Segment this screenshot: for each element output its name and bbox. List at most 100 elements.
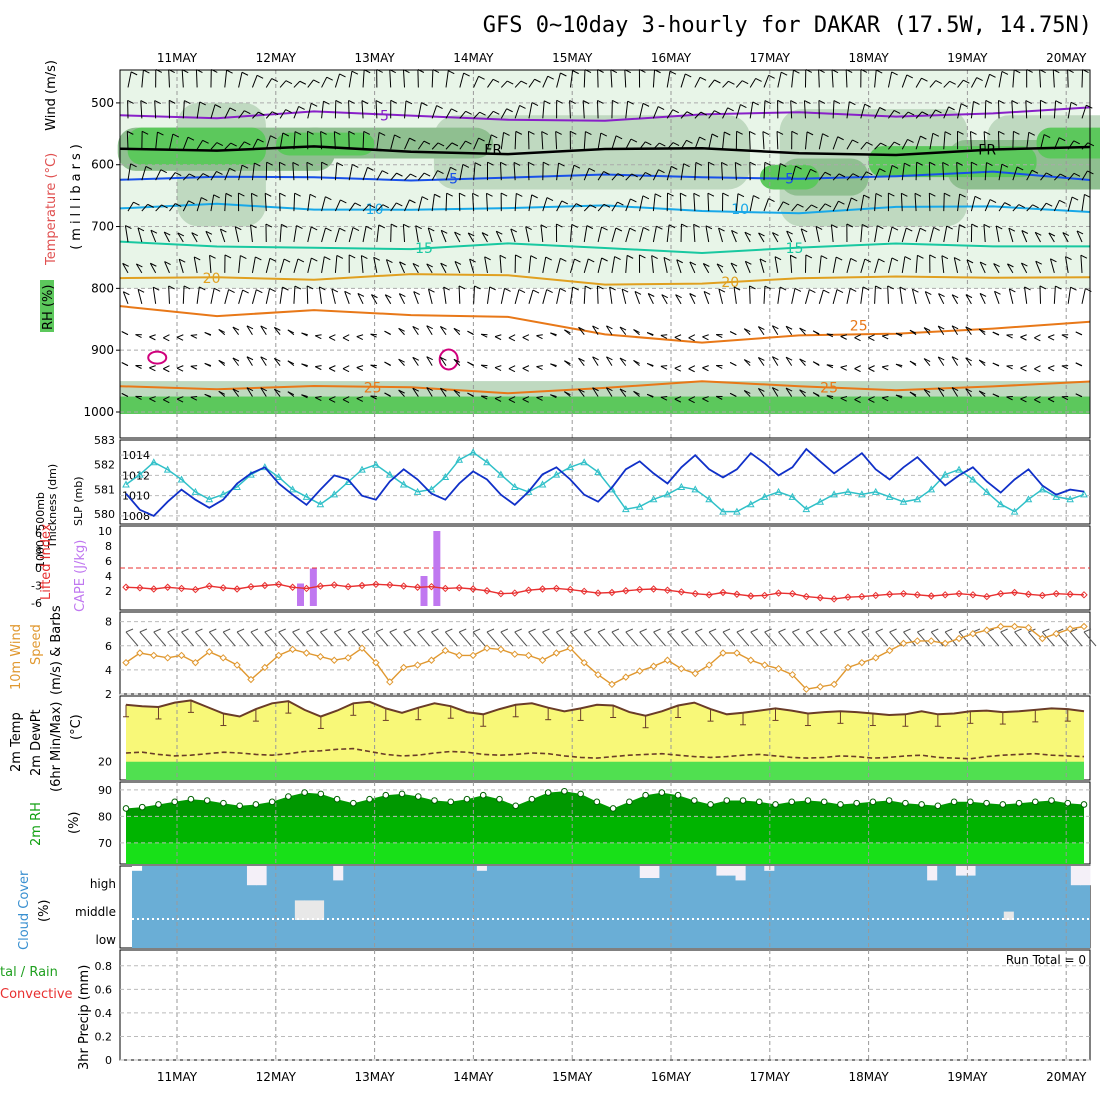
wind-barb	[321, 256, 325, 273]
wind-barb-flag	[695, 161, 703, 166]
wind-barb	[674, 365, 682, 369]
wind-barb	[915, 255, 918, 273]
wind-barb-flag	[176, 367, 184, 372]
wind10-barb	[750, 631, 764, 647]
wind-barb-flag	[256, 74, 264, 79]
wind-barb-flag	[1075, 331, 1082, 336]
rh2m-point	[642, 791, 649, 799]
wind-barb-flag	[597, 100, 604, 104]
wind-barb-flag	[542, 161, 550, 166]
wind-barb-flag	[209, 254, 216, 259]
wind-barb	[178, 259, 184, 274]
wind-barb-flag	[531, 194, 538, 199]
wind10-barb	[778, 631, 791, 647]
wind-barb	[570, 203, 577, 212]
wind-barb	[661, 294, 668, 305]
contour-label: FR	[484, 142, 502, 158]
wind-barb	[790, 100, 793, 119]
wind10-barb	[417, 631, 430, 647]
wind-barb	[514, 131, 517, 150]
wind-barb-flag	[352, 227, 360, 231]
wind-barb-flag	[1047, 398, 1055, 403]
rh2m-point	[1015, 799, 1023, 807]
wind-barb	[874, 70, 877, 88]
wind-barb-flag	[702, 367, 709, 372]
wind-barb	[606, 325, 613, 335]
wind-barb-flag	[426, 356, 433, 361]
rh2m-point	[658, 789, 666, 796]
wind-barb	[224, 168, 230, 181]
wind10-barb-flag	[639, 628, 647, 633]
wind-barb	[785, 387, 793, 397]
wind-barb	[983, 224, 986, 243]
wind-barb	[1026, 132, 1030, 150]
wind-barb	[830, 224, 834, 243]
wind-barb	[525, 226, 530, 243]
cloud-high-bar	[256, 866, 267, 886]
rh2m-point	[268, 798, 276, 806]
wind-barb-flag	[1059, 199, 1066, 204]
wind10-point	[177, 651, 186, 660]
cape-tick-label: 10	[98, 525, 112, 538]
rh2m-point	[707, 801, 714, 808]
wind-barb-flag	[826, 364, 834, 369]
wind-barb	[874, 107, 881, 119]
wind-barb	[666, 166, 672, 181]
wind-barb-flag	[301, 332, 308, 337]
wind-barb-flag	[550, 332, 557, 337]
total-rain-label: tal / Rain	[0, 965, 58, 980]
wind-barb-flag	[164, 231, 171, 236]
rh2m-point	[967, 798, 974, 806]
wind-barb	[168, 285, 170, 304]
wind-barb-flag	[274, 326, 281, 331]
wind-barb	[315, 396, 322, 399]
wind-barb-flag	[1021, 262, 1028, 267]
wind-barb	[126, 131, 129, 150]
wind-barb	[777, 201, 784, 212]
wind10-point	[1080, 622, 1088, 631]
wind-barb-flag	[899, 286, 907, 291]
thickness-unit-label: Thickness (dm)	[46, 464, 59, 549]
wind10-point	[136, 649, 144, 657]
wind-barb-flag	[818, 99, 826, 104]
wind-barb	[431, 194, 435, 212]
rh2m-point	[220, 799, 227, 807]
wind-barb	[735, 193, 739, 212]
wind-barb-flag	[877, 225, 884, 230]
wind-barb	[469, 258, 475, 274]
wind-barb	[693, 224, 696, 243]
wind-barb	[621, 288, 627, 304]
wind-barb-flag	[815, 226, 823, 230]
wind-barb	[1067, 196, 1073, 212]
wind-barb-flag	[901, 192, 908, 197]
rh-contour-loop	[438, 348, 459, 371]
wind-barb	[716, 263, 723, 274]
wind-barb	[937, 356, 945, 366]
wind-barb-flag	[423, 172, 431, 177]
wind-barb-flag	[555, 131, 562, 135]
wind-barb-flag	[520, 80, 528, 85]
wind10-barb-flag	[306, 628, 314, 633]
wind-barb-flag	[645, 172, 652, 176]
wind-barb-flag	[879, 107, 886, 111]
wind-barb	[660, 365, 668, 367]
wind-barb-flag	[1062, 232, 1070, 236]
lifted-index-point	[885, 590, 894, 598]
temp-label: 2m Temp	[9, 712, 24, 772]
wind-barb	[938, 293, 945, 305]
wind-barb	[915, 111, 923, 119]
wind-barb-flag	[1086, 104, 1093, 109]
wind-barb	[168, 133, 174, 150]
wind-barb-flag	[772, 325, 779, 330]
rh2m-point	[544, 789, 552, 796]
wind-barb-flag	[344, 290, 351, 295]
wind-barb-flag	[912, 288, 919, 293]
wind-barb	[224, 289, 230, 304]
wind-barb	[688, 396, 696, 401]
run-total-label: Run Total = 0	[1006, 953, 1086, 967]
wind-barb	[915, 135, 921, 150]
thickness-point	[733, 507, 741, 515]
wind-barb	[749, 195, 754, 212]
